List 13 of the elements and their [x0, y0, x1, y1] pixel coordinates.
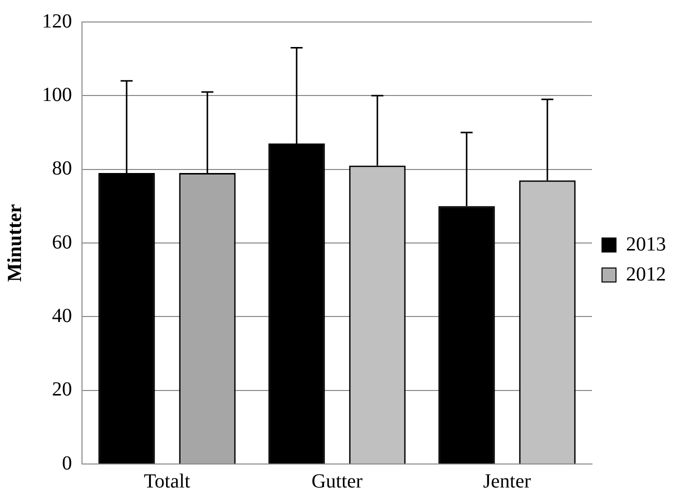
x-tick-label: Gutter [311, 470, 363, 492]
y-tick-label: 100 [42, 84, 72, 106]
x-tick-label: Jenter [483, 470, 532, 492]
y-tick-label: 40 [52, 304, 72, 327]
legend-label: 2012 [626, 263, 666, 286]
y-axis-title: Minutter [4, 204, 26, 282]
y-tick-label: 60 [52, 231, 72, 254]
y-tick-label: 20 [52, 378, 72, 401]
y-tick-label: 120 [42, 10, 72, 32]
y-tick-label: 0 [62, 452, 72, 474]
x-tick-label: Totalt [144, 470, 191, 492]
legend-label: 2013 [626, 233, 666, 256]
y-tick-label: 80 [52, 158, 72, 180]
